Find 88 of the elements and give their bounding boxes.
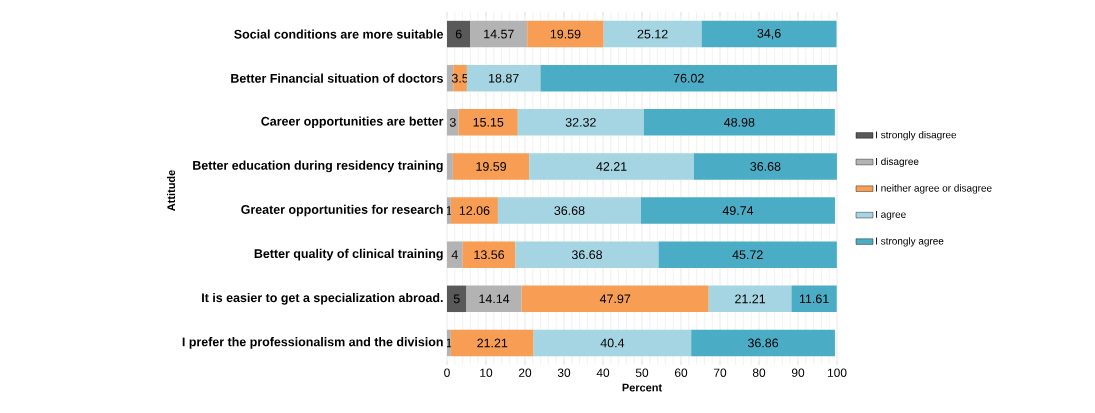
data-label: 14.57 [484, 29, 514, 39]
legend-label: I neither agree or disagree [876, 184, 992, 194]
bar [533, 329, 692, 357]
x-tick-label: 90 [791, 368, 805, 377]
data-label: 4 [451, 250, 458, 259]
bar [521, 285, 709, 313]
bar [640, 197, 835, 224]
data-label: 47.97 [599, 294, 631, 304]
bar [447, 241, 463, 268]
bar [708, 285, 792, 313]
y-tick-label: Better quality of clinical training [254, 248, 443, 261]
legend-label: I disagree [876, 157, 919, 167]
data-label: 36.68 [750, 162, 781, 171]
data-label: 34,6 [757, 28, 781, 40]
x-tick-label: 30 [557, 368, 571, 377]
bar [701, 20, 837, 48]
bar [462, 241, 516, 268]
data-label: 13.56 [474, 250, 505, 260]
data-label: 76.02 [673, 73, 704, 83]
x-tick-label: 50 [635, 368, 649, 377]
y-axis-title: Attitude [167, 170, 176, 211]
data-label: 18.87 [489, 73, 519, 83]
data-label: 40.4 [600, 338, 625, 348]
data-label: 12.06 [459, 206, 490, 215]
bar [529, 153, 694, 180]
data-label: 49.74 [722, 206, 754, 215]
y-tick-label: Social conditions are more suitable [234, 29, 444, 39]
bar [515, 241, 659, 268]
bar [453, 64, 467, 92]
data-label: 25.12 [637, 29, 668, 39]
bar [466, 285, 522, 313]
bar [527, 20, 604, 48]
bar [447, 285, 467, 313]
bar [447, 109, 459, 136]
data-label: 11.61 [799, 294, 829, 304]
bar [447, 20, 471, 48]
bar [466, 64, 541, 92]
data-label: 14.14 [479, 294, 510, 304]
data-label: 36.68 [571, 250, 603, 260]
bar [691, 329, 835, 357]
bar [450, 197, 498, 224]
data-label: 5 [453, 294, 460, 304]
bar [791, 285, 837, 313]
x-tick-label: 10 [480, 368, 493, 377]
y-tick-label: Career opportunities are better [261, 116, 444, 129]
bar [447, 64, 454, 92]
legend-label: I strongly agree [876, 237, 944, 247]
data-label: 6 [455, 29, 462, 39]
data-label: 45.72 [732, 250, 763, 260]
x-tick-label: 60 [674, 368, 688, 377]
data-label: 3 [449, 117, 456, 127]
y-tick-label: It is easier to get a specialization abroad. [202, 292, 443, 305]
data-label: 21.21 [735, 294, 766, 304]
bar [447, 197, 451, 224]
x-tick-label: 80 [752, 368, 766, 377]
y-tick-label: I prefer the professionalism and the division [182, 337, 443, 349]
x-axis-title: Percent [622, 383, 662, 392]
bar [470, 20, 528, 48]
bar [447, 153, 453, 180]
data-label: 19.59 [550, 29, 581, 39]
x-tick-label: 0 [444, 368, 450, 377]
bar [643, 109, 835, 136]
y-tick-label: Better Financial situation of doctors [231, 73, 443, 83]
data-label: 19.59 [476, 162, 507, 171]
data-label: 15.15 [473, 117, 504, 127]
bar [540, 64, 837, 92]
bar [458, 109, 518, 136]
data-label: 21.21 [477, 338, 508, 348]
bar [497, 197, 641, 224]
y-tick-label: Better education during residency training [193, 160, 443, 173]
x-tick-label: 70 [713, 368, 727, 377]
bar [452, 153, 530, 180]
x-tick-label: 20 [518, 368, 532, 377]
data-label: 48.98 [724, 117, 755, 127]
bar [603, 20, 702, 48]
x-tick-label: 40 [596, 368, 610, 377]
data-label: 36.86 [747, 338, 779, 348]
legend-label: I agree [876, 210, 906, 220]
data-label: 32.32 [565, 117, 596, 127]
legend-label: I strongly disagree [876, 131, 957, 141]
data-label: 36.68 [554, 206, 585, 215]
bar [693, 153, 837, 180]
bar [658, 241, 837, 268]
bar [517, 109, 644, 136]
data-label: 42.21 [596, 162, 627, 171]
x-tick-label: 100 [827, 368, 847, 377]
bar [450, 329, 534, 357]
y-tick-label: Greater opportunities for research [241, 204, 443, 217]
